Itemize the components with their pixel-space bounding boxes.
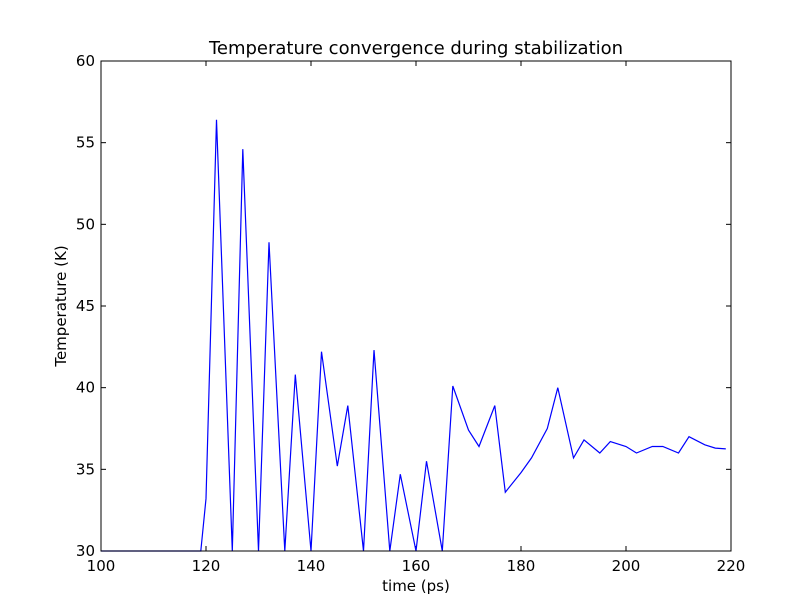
x-tick-label: 120 [192,557,221,575]
chart-title: Temperature convergence during stabiliza… [208,38,623,59]
y-axis-label: Temperature (K) [52,245,70,367]
plot-frame [100,60,732,552]
x-tick-label: 140 [297,557,326,575]
temperature-series-line [101,119,726,552]
y-tick-label: 50 [76,215,95,233]
x-axis: 100 120 140 160 180 200 220 [87,61,746,575]
x-tick-label: 220 [717,557,746,575]
x-tick-label: 160 [402,557,431,575]
series-layer [101,119,726,552]
x-tick-label: 200 [612,557,641,575]
y-tick-label: 35 [76,460,95,478]
x-tick-label: 100 [87,557,116,575]
y-tick-label: 60 [76,52,95,70]
x-axis-label: time (ps) [382,577,450,595]
x-tick-label: 180 [507,557,536,575]
y-tick-label: 45 [76,297,95,315]
y-tick-label: 55 [76,134,95,152]
y-axis: 30 35 40 45 50 55 60 [76,52,731,560]
y-tick-label: 40 [76,379,95,397]
y-tick-label: 30 [76,542,95,560]
